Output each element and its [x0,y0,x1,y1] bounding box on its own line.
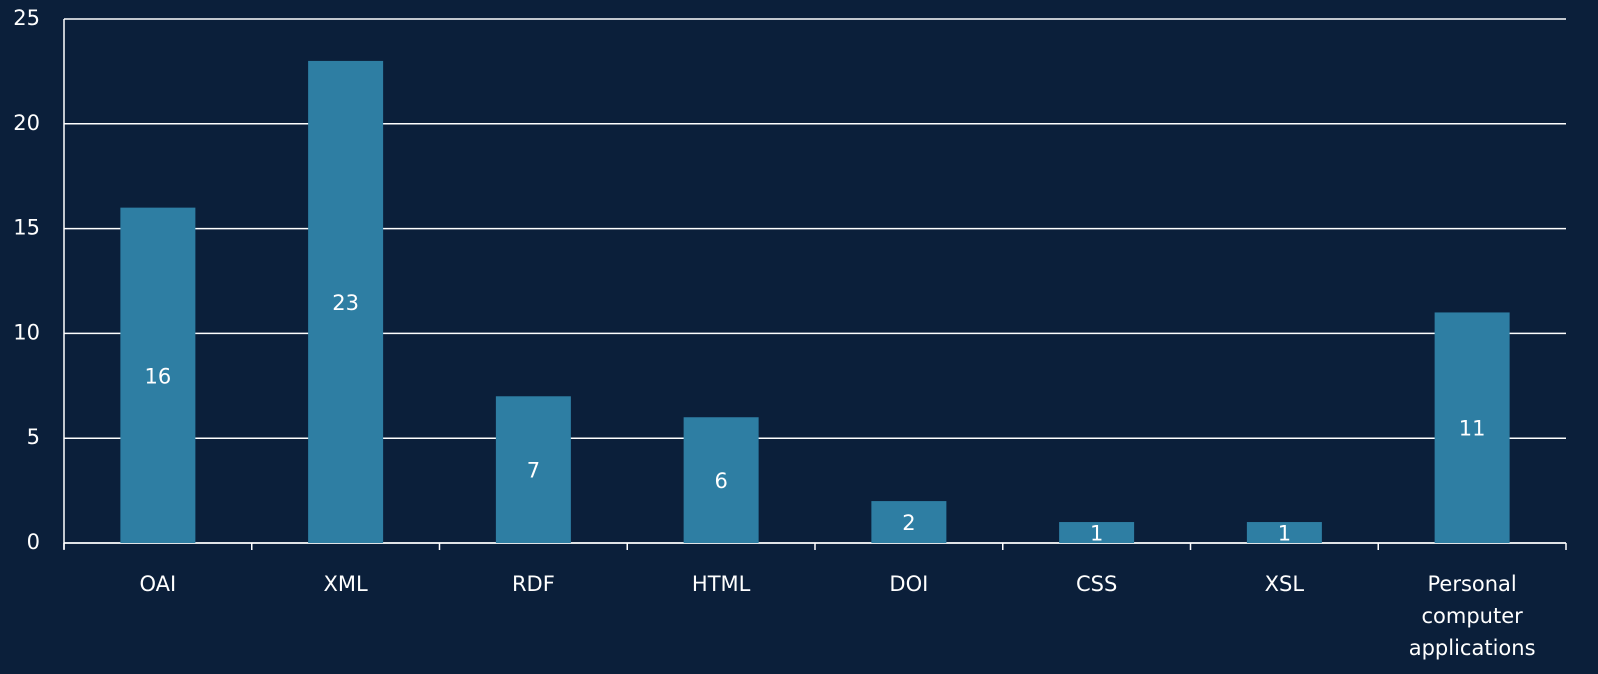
y-tick-label: 25 [13,6,40,30]
bar [1246,522,1322,543]
bar [1059,522,1135,543]
data-label: 23 [332,291,359,315]
x-tick-label: RDF [511,572,555,596]
y-tick-label: 5 [27,425,40,449]
x-tick-label: OAI [139,572,177,596]
data-label: 7 [527,459,540,483]
bar [495,396,571,543]
x-tick-label: HTML [691,572,751,596]
y-tick-label: 20 [13,111,40,135]
data-label: 6 [714,469,727,493]
data-label: 16 [145,364,172,388]
data-label: 11 [1459,417,1486,441]
bar [1434,312,1510,543]
x-tick-label: CSS [1075,572,1118,596]
data-label: 1 [1278,522,1291,546]
data-label: 2 [902,511,915,535]
y-tick-label: 15 [13,216,40,240]
y-tick-label: 0 [27,530,40,554]
y-tick-label: 10 [13,320,40,344]
bar [120,207,196,543]
x-tick-label: XML [323,572,368,596]
bar [871,501,947,543]
x-tick-label: XSL [1264,572,1305,596]
bar [308,60,384,544]
bar [683,417,759,543]
data-label: 1 [1090,522,1103,546]
x-tick-label: DOI [889,572,929,596]
x-tick-label: Personal computer applications [1408,572,1536,660]
